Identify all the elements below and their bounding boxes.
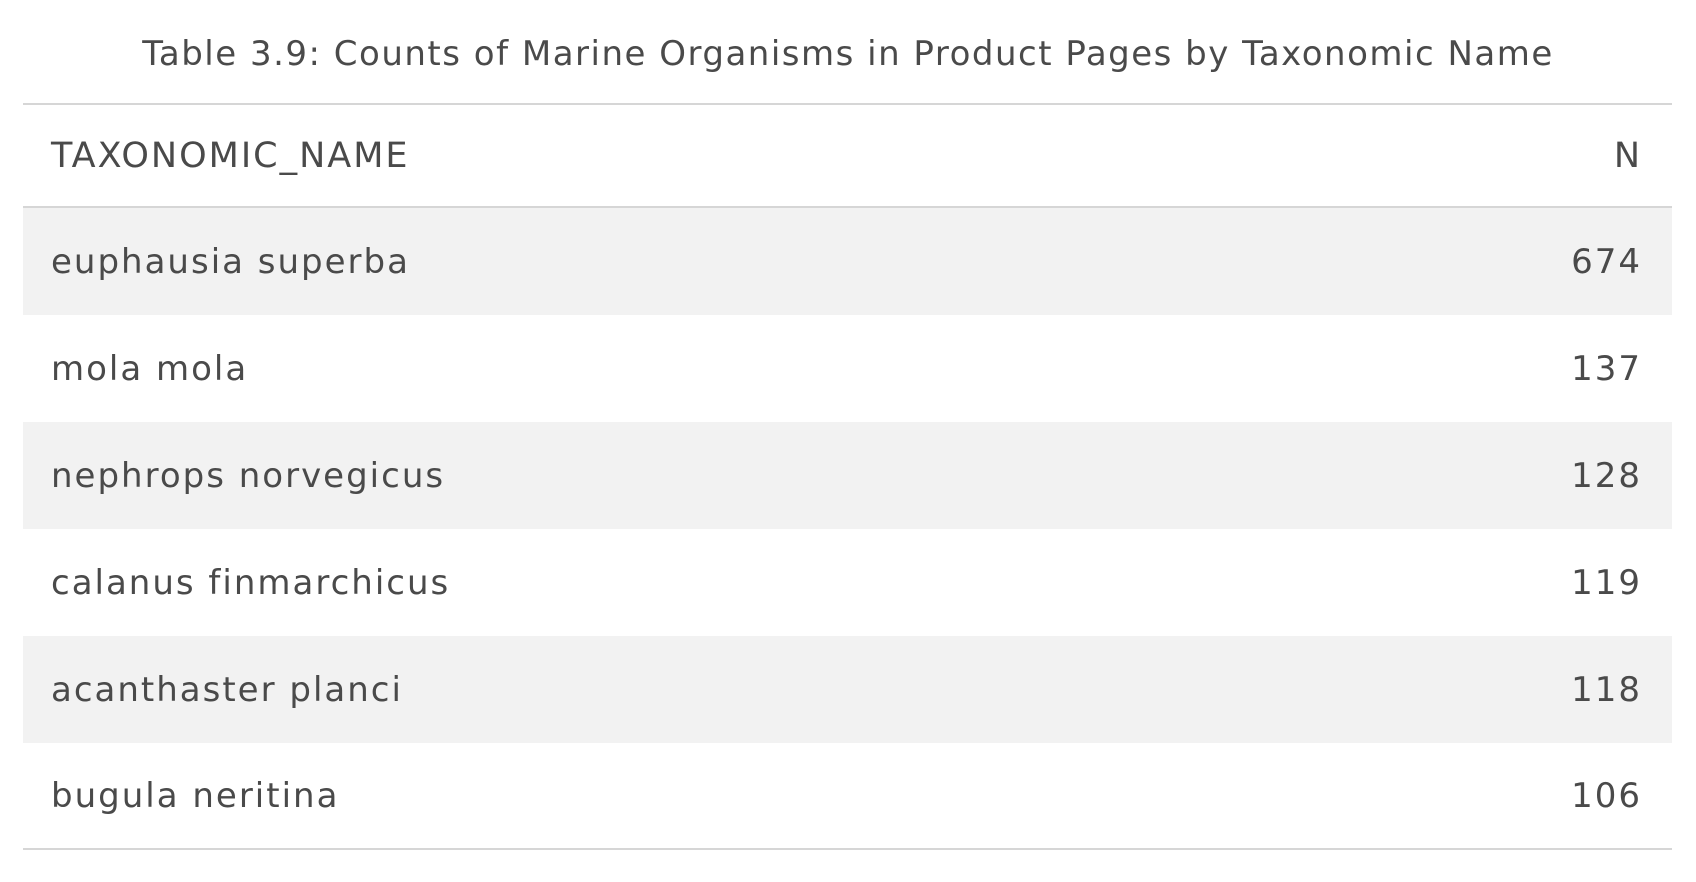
count-cell: 137 xyxy=(1571,348,1642,389)
taxonomic-name-cell: acanthaster planci xyxy=(51,669,403,710)
table-row: euphausia superba 674 xyxy=(23,208,1672,315)
taxonomic-name-cell: euphausia superba xyxy=(51,241,410,282)
count-cell: 128 xyxy=(1571,455,1642,496)
taxonomic-name-cell: nephrops norvegicus xyxy=(51,455,446,496)
count-cell: 106 xyxy=(1571,775,1642,816)
column-header-taxonomic-name: TAXONOMIC_NAME xyxy=(51,135,410,176)
count-cell: 119 xyxy=(1571,562,1642,603)
table-row: calanus finmarchicus 119 xyxy=(23,529,1672,636)
table-row: nephrops norvegicus 128 xyxy=(23,422,1672,529)
table-row: mola mola 137 xyxy=(23,315,1672,422)
table-row: acanthaster planci 118 xyxy=(23,636,1672,743)
count-cell: 674 xyxy=(1571,241,1642,282)
table-caption: Table 3.9: Counts of Marine Organisms in… xyxy=(142,34,1554,74)
table-row: bugula neritina 106 xyxy=(23,743,1672,850)
taxonomic-name-cell: calanus finmarchicus xyxy=(51,562,451,603)
taxonomic-name-cell: mola mola xyxy=(51,348,249,389)
table-header-row: TAXONOMIC_NAME N xyxy=(23,103,1672,208)
count-cell: 118 xyxy=(1571,669,1642,710)
taxonomic-name-cell: bugula neritina xyxy=(51,775,340,816)
data-table: TAXONOMIC_NAME N euphausia superba 674 m… xyxy=(23,103,1672,850)
column-header-n: N xyxy=(1613,135,1642,176)
